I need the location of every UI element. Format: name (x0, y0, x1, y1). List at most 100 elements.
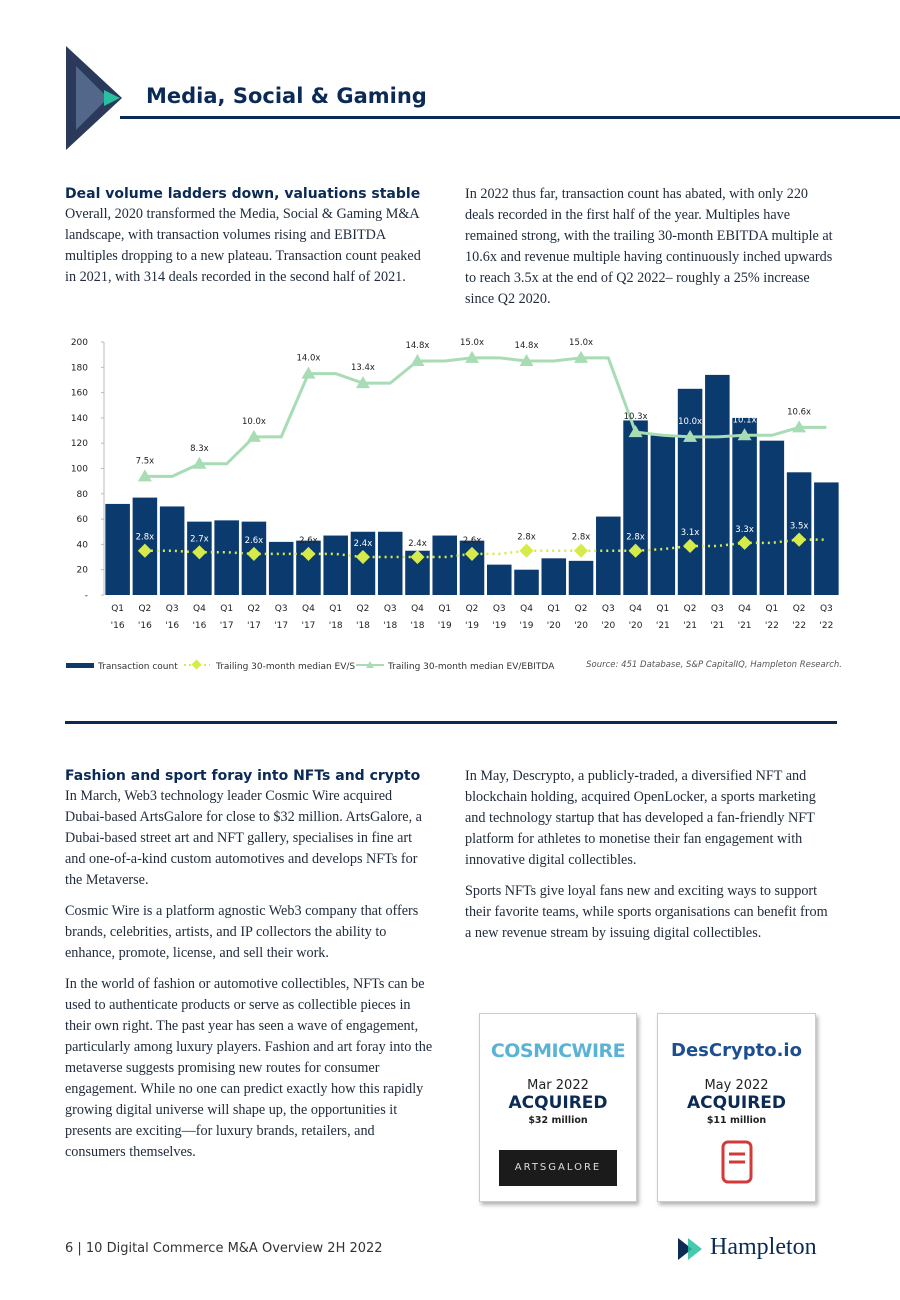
data-label: 2.4x (408, 539, 427, 549)
x-tick-label: Q3'20 (601, 604, 615, 631)
section1-right: In 2022 thus far, transaction count has … (465, 184, 837, 320)
data-label: 2.6x (299, 536, 318, 546)
legend-swatch (366, 661, 374, 668)
data-label: 10.6x (787, 407, 811, 417)
data-label: 14.8x (515, 341, 539, 351)
marker (465, 350, 479, 363)
y-tick-label: 160 (71, 389, 88, 399)
deal-card: DesCrypto.io May 2022 ACQUIRED $11 milli… (657, 1013, 816, 1202)
section1-left: Deal volume ladders down, valuations sta… (65, 186, 430, 298)
marker (628, 543, 643, 558)
bar (596, 516, 621, 595)
marker (683, 429, 698, 442)
legend: Transaction count Trailing 30-month medi… (66, 659, 555, 672)
target-logo (721, 1140, 752, 1184)
marker (628, 425, 643, 438)
section-heading: Fashion and sport foray into NFTs and cr… (65, 768, 421, 784)
legend-label: Transaction count (97, 662, 178, 672)
data-label: 2.7x (190, 534, 209, 544)
x-tick-label: Q2'19 (465, 604, 479, 631)
bar (432, 535, 458, 595)
divider (65, 721, 837, 724)
x-tick-label: Q3'16 (165, 604, 179, 631)
x-tick-label: Q3'19 (492, 604, 506, 631)
deal-amount: $11 million (706, 1115, 767, 1126)
paragraph: In March, Web3 technology leader Cosmic … (65, 788, 422, 888)
data-label: 10.0x (242, 417, 266, 427)
data-label: 2.8x (517, 533, 536, 543)
bar (623, 420, 648, 595)
bar (514, 569, 539, 595)
x-tick-label: Q4'20 (629, 604, 643, 631)
data-label: 7.5x (136, 456, 155, 466)
x-tick-label: Q4'17 (301, 604, 315, 631)
data-label: 14.8x (405, 341, 429, 351)
x-tick-label: Q1'16 (111, 604, 125, 631)
bar (732, 417, 757, 595)
legend-swatch (191, 659, 202, 670)
y-tick-label: 200 (71, 338, 88, 348)
source-note: Source: 451 Database, S&P CapitalIQ, Ham… (586, 660, 842, 670)
x-tick-label: Q4'16 (192, 604, 206, 631)
acquirer-logo: DesCrypto.io (671, 1040, 802, 1061)
data-label: 3.5x (790, 522, 809, 532)
legend-label: Trailing 30-month median EV/EBITDA (387, 662, 555, 672)
deal-date: Mar 2022 (527, 1078, 589, 1093)
section2-left: Fashion and sport foray into NFTs and cr… (65, 768, 433, 1173)
footer-logo-icon (678, 1238, 702, 1260)
y-tick-label: 80 (77, 490, 89, 500)
line (144, 356, 827, 478)
marker (137, 469, 152, 482)
x-tick-label: Q3'17 (274, 604, 288, 631)
x-tick-label: Q1'20 (547, 604, 561, 631)
bar (814, 482, 839, 595)
bar (486, 564, 512, 595)
marker (192, 456, 207, 469)
y-tick-label: 180 (71, 363, 88, 373)
chart: Transaction count Trailing 30-month medi… (66, 338, 842, 672)
header-icon (66, 46, 122, 150)
marker (301, 546, 316, 561)
marker (410, 549, 425, 565)
paragraph: Overall, 2020 transformed the Media, Soc… (65, 206, 421, 285)
y-tick-label: - (85, 591, 88, 601)
marker (519, 543, 534, 558)
data-label: 2.8x (626, 533, 645, 543)
data-label: 15.0x (460, 338, 484, 348)
data-label: 10.3x (624, 412, 648, 422)
y-tick-label: 20 (77, 566, 89, 576)
marker (737, 535, 752, 550)
data-label: 3.3x (735, 525, 754, 535)
x-tick-label: Q1'18 (329, 604, 343, 631)
page-title: Media, Social & Gaming (146, 84, 427, 108)
x-tick-label: Q4'18 (411, 604, 425, 631)
y-tick-label: 40 (77, 540, 89, 550)
bar (759, 440, 785, 595)
x-tick-label: Q2'20 (574, 604, 588, 631)
y-tick-label: 120 (71, 439, 88, 449)
marker (464, 546, 480, 561)
marker (355, 376, 370, 389)
paragraph: Cosmic Wire is a platform agnostic Web3 … (65, 903, 419, 961)
bar (323, 535, 348, 595)
y-tick-label: 60 (77, 515, 89, 525)
y-tick-label: 140 (71, 414, 88, 424)
data-label: 15.0x (569, 338, 593, 348)
paragraph: Sports NFTs give loyal fans new and exci… (465, 883, 828, 941)
target-logo: ARTSGALORE (499, 1150, 617, 1186)
data-label: 13.4x (351, 363, 375, 373)
marker (301, 366, 316, 379)
x-tick-label: Q2'16 (138, 604, 152, 631)
marker (519, 353, 534, 366)
legend-swatch (66, 663, 94, 668)
marker (737, 428, 752, 441)
marker (683, 538, 698, 554)
marker (574, 350, 589, 363)
data-label: 8.3x (190, 444, 209, 454)
deal-status: ACQUIRED (508, 1093, 608, 1113)
bar (541, 558, 567, 595)
bar (650, 435, 676, 595)
footer-page: 6 | 10 Digital Commerce M&A Overview 2H … (65, 1241, 383, 1256)
deal-status: ACQUIRED (686, 1093, 787, 1113)
